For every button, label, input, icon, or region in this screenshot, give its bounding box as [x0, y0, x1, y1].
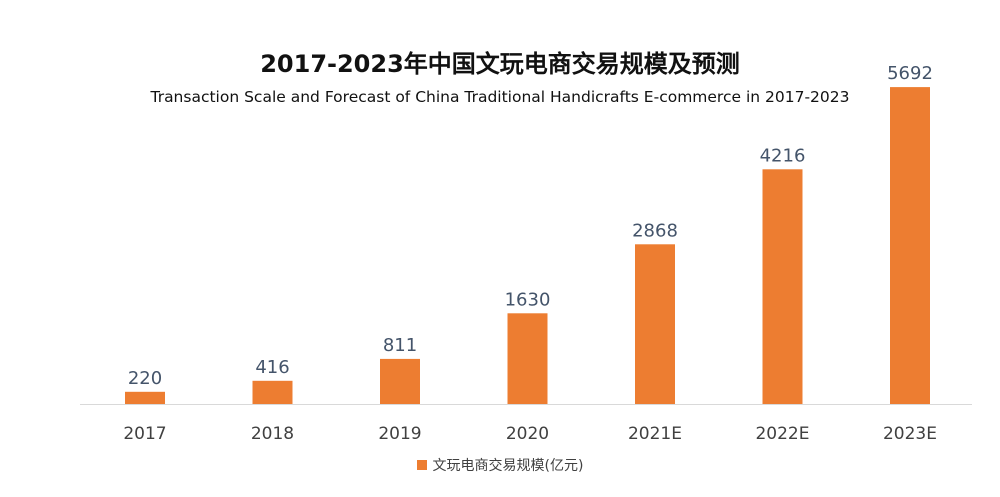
- x-tick-label-2017: 2017: [123, 424, 166, 444]
- x-tick-label-2020: 2020: [506, 424, 549, 444]
- x-tick-label-2019: 2019: [378, 424, 421, 444]
- data-label-2021e: 2868: [632, 220, 678, 241]
- bar-2020: [507, 313, 548, 404]
- data-labels-group: 220 416 811 1630 2868 4216 5692: [128, 63, 933, 389]
- x-tick-label-2022e: 2022E: [755, 424, 809, 444]
- x-tick-label-2023e: 2023E: [883, 424, 937, 444]
- data-label-2018: 416: [255, 357, 289, 378]
- data-label-2023e: 5692: [887, 63, 933, 84]
- bar-2023e: [890, 87, 930, 404]
- bar-2017: [125, 391, 165, 404]
- x-tick-label-2021e: 2021E: [628, 424, 682, 444]
- chart-subtitle: Transaction Scale and Forecast of China …: [150, 88, 850, 106]
- x-tick-label-2018: 2018: [251, 424, 294, 444]
- data-label-2020: 1630: [505, 289, 551, 310]
- legend-label: 文玩电商交易规模(亿元): [432, 458, 584, 474]
- chart-title: 2017-2023年中国文玩电商交易规模及预测: [260, 50, 740, 78]
- bar-2022e: [762, 169, 803, 404]
- legend-swatch: [416, 460, 427, 470]
- x-tick-labels-group: 2017 2018 2019 2020 2021E 2022E 2023E: [123, 424, 937, 444]
- data-label-2022e: 4216: [760, 145, 806, 166]
- data-label-2019: 811: [383, 335, 417, 356]
- data-label-2017: 220: [128, 368, 162, 389]
- bar-2021e: [635, 244, 675, 404]
- bar-2018: [252, 380, 293, 404]
- bars-group: [125, 87, 930, 404]
- legend: 文玩电商交易规模(亿元): [0, 455, 1000, 475]
- bar-2019: [380, 358, 420, 404]
